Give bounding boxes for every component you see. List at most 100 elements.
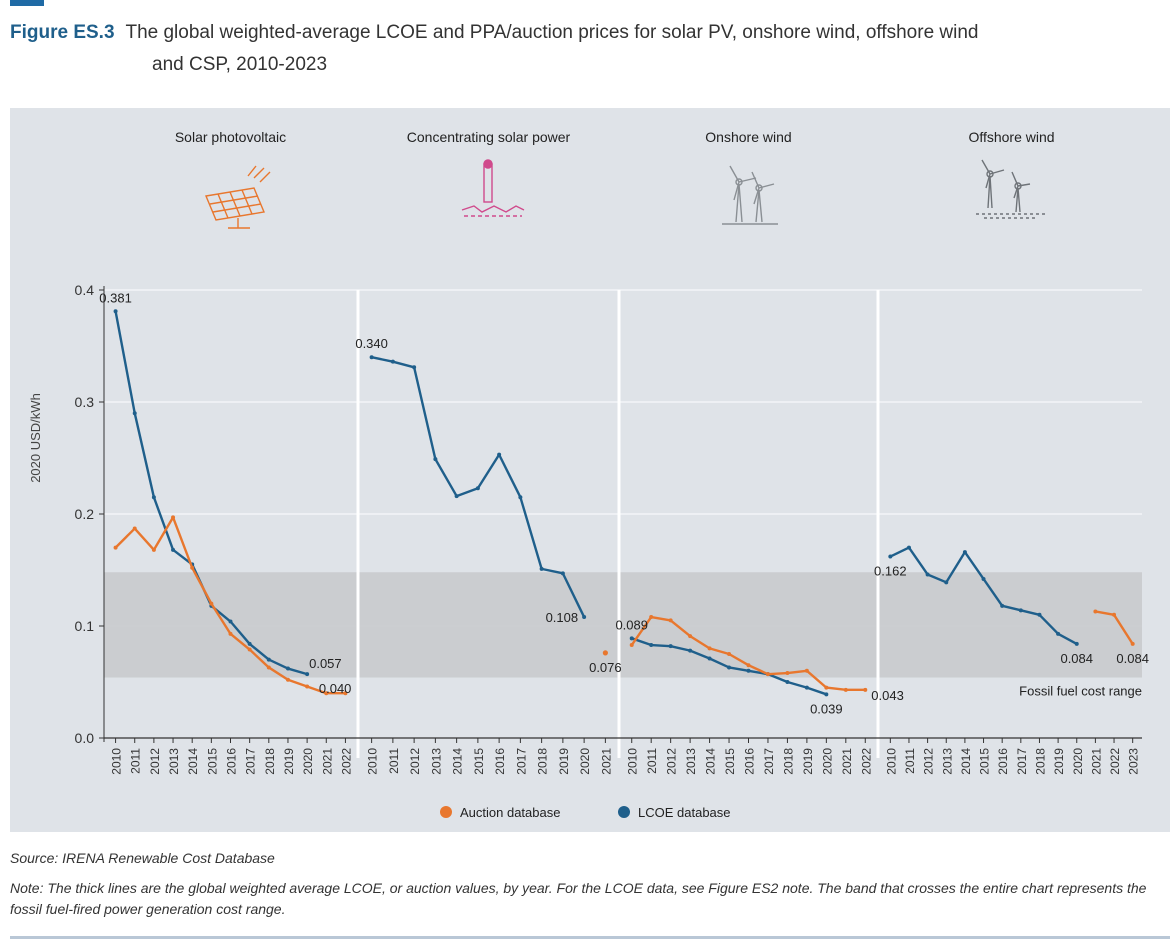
- x-tick-label: 2013: [429, 748, 443, 775]
- data-label: 0.057: [309, 656, 342, 671]
- y-tick-label: 0.4: [75, 282, 95, 298]
- onshore-wind-icon: [722, 165, 778, 225]
- data-label: 0.076: [589, 660, 622, 675]
- lcoe-data-point: [629, 636, 634, 641]
- x-tick-label: 2016: [996, 748, 1010, 775]
- lcoe-data-point: [285, 666, 290, 671]
- series: [113, 309, 1135, 697]
- auction-data-point: [190, 565, 195, 570]
- auction-data-point: [688, 634, 693, 639]
- auction-data-point: [785, 671, 790, 676]
- x-tick-label: 2013: [940, 748, 954, 775]
- auction-data-point: [285, 677, 290, 682]
- x-tick-label: 2019: [282, 748, 296, 775]
- x-tick-label: 2020: [820, 748, 834, 775]
- x-tick-label: 2014: [451, 748, 465, 775]
- lcoe-legend-marker: [618, 806, 630, 818]
- x-tick-label: 2015: [978, 748, 992, 775]
- data-label: 0.108: [546, 610, 579, 625]
- x-tick-label: 2013: [167, 748, 181, 775]
- auction-legend-marker: [440, 806, 452, 818]
- x-tick-label: 2017: [762, 748, 776, 775]
- offshore-wind-icon: [976, 159, 1046, 219]
- lcoe-data-point: [888, 554, 893, 559]
- lcoe-data-point: [944, 580, 949, 585]
- auction-data-point: [343, 691, 348, 696]
- auction-data-point: [228, 631, 233, 636]
- lcoe-data-point: [113, 309, 118, 314]
- note-line: Note: The thick lines are the global wei…: [10, 880, 1147, 917]
- x-tick-label: 2017: [514, 748, 528, 775]
- auction-data-point: [804, 668, 809, 673]
- data-label: 0.340: [355, 336, 388, 351]
- figure-title-line2: and CSP, 2010-2023: [152, 54, 328, 75]
- x-tick-label: 2019: [801, 748, 815, 775]
- data-label: 0.162: [874, 564, 907, 579]
- data-labels: 0.381 0.057 0.040 0.340 0.108 0.076 0.089 0.039…: [99, 290, 1149, 716]
- lcoe-data-point: [266, 657, 271, 662]
- lcoe-data-point: [804, 685, 809, 690]
- auction-data-point: [305, 684, 310, 689]
- y-tick-label: 0.2: [75, 506, 95, 522]
- x-tick-label: 2014: [704, 748, 718, 775]
- x-tick-label: 2013: [684, 748, 698, 775]
- x-tick-label: 2016: [493, 748, 507, 775]
- lcoe-data-point: [171, 547, 176, 552]
- x-tick-label: 2023: [1127, 748, 1141, 775]
- panel-title: Onshore wind: [705, 129, 791, 145]
- panel-title: Solar photovoltaic: [175, 129, 286, 145]
- x-tick-label: 2012: [408, 748, 422, 775]
- data-label: 0.381: [99, 290, 132, 305]
- x-tick-label: 2012: [148, 748, 162, 775]
- figure-title-line2-wrap: and CSP, 2010-2023: [152, 50, 1052, 79]
- lcoe-data-point: [369, 355, 374, 360]
- lcoe-data-point: [433, 457, 438, 462]
- auction-data-point: [324, 691, 329, 696]
- panel-title: Offshore wind: [968, 129, 1054, 145]
- x-tick-label: 2021: [840, 748, 854, 775]
- panel-icons: [205, 159, 1046, 229]
- x-tick-label: 2018: [781, 748, 795, 775]
- x-tick-label: 2022: [339, 748, 353, 775]
- x-tick-label: 2021: [1089, 748, 1103, 775]
- panel-titles: Solar photovoltaic Concentrating solar po…: [175, 129, 1055, 145]
- x-tick-label: 2020: [1071, 748, 1085, 775]
- lcoe-data-point: [497, 452, 502, 457]
- x-tick-label: 2018: [536, 748, 550, 775]
- legend: Auction database LCOE database: [440, 805, 731, 820]
- y-tick-label: 0.3: [75, 394, 95, 410]
- lcoe-data-point: [1037, 612, 1042, 617]
- auction-data-point: [151, 547, 156, 552]
- auction-data-point: [765, 672, 770, 677]
- lcoe-data-point: [390, 359, 395, 364]
- x-tick-label: 2018: [1033, 748, 1047, 775]
- data-label: 0.084: [1116, 651, 1149, 666]
- auction-data-point: [843, 687, 848, 692]
- x-tick-label: 2021: [320, 748, 334, 775]
- auction-data-point: [247, 647, 252, 652]
- fossil-fuel-band: [104, 572, 1142, 678]
- lcoe-data-point: [247, 641, 252, 646]
- top-accent-bar: [10, 0, 44, 6]
- x-tick-label: 2015: [723, 748, 737, 775]
- lcoe-data-point: [981, 576, 986, 581]
- x-tick-label: 2012: [665, 748, 679, 775]
- fossil-band: Fossil fuel cost range: [104, 572, 1142, 699]
- x-tick-label: 2014: [959, 748, 973, 775]
- x-tick-label: 2015: [205, 748, 219, 775]
- auction-data-point: [649, 615, 654, 620]
- csp-tower-icon: [461, 159, 525, 217]
- lcoe-data-point: [582, 615, 587, 620]
- auction-data-point: [746, 663, 751, 668]
- data-label: 0.043: [871, 688, 904, 703]
- x-tick-label: 2016: [743, 748, 757, 775]
- lcoe-legend-label: LCOE database: [638, 805, 731, 820]
- lcoe-data-point: [539, 566, 544, 571]
- auction-data-point: [863, 687, 868, 692]
- lcoe-data-point: [727, 665, 732, 670]
- auction-data-point: [668, 618, 673, 623]
- x-tick-label: 2021: [599, 748, 613, 775]
- lcoe-data-point: [151, 495, 156, 500]
- lcoe-data-point: [454, 494, 459, 499]
- x-tick-label: 2010: [110, 748, 124, 775]
